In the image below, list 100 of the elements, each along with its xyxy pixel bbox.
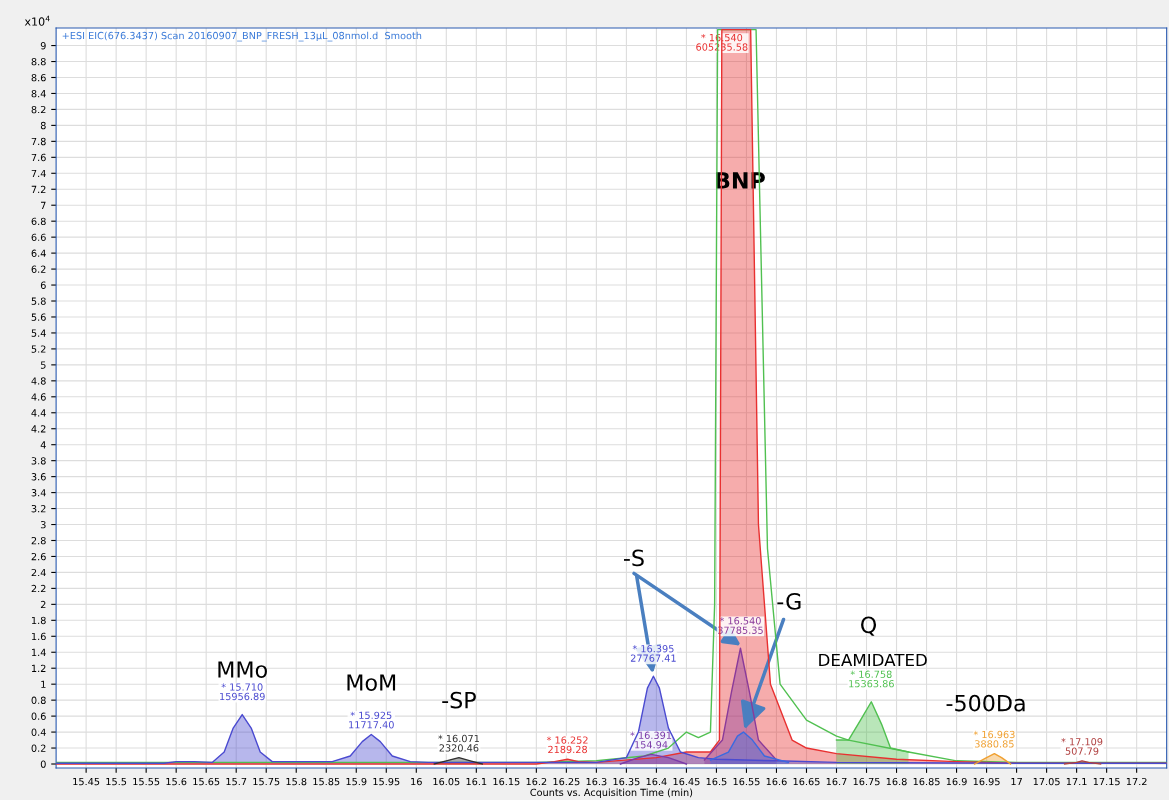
y-tick-label: 4.2 [31, 425, 46, 433]
annotation: -SP [442, 691, 476, 709]
y-tick-label: 8.8 [31, 58, 46, 66]
x-tick-label: 16.3 [586, 777, 607, 786]
y-tick-label: 9 [40, 42, 46, 50]
y-tick-label: 8.2 [31, 105, 46, 114]
x-tick-label: 17.15 [1093, 778, 1120, 786]
annotation: DEAMIDATED [819, 653, 927, 667]
x-tick-label: 15.75 [253, 778, 280, 786]
x-tick-label: 16.55 [733, 777, 760, 786]
y-tick-label: 1.2 [32, 664, 46, 672]
y-tick-label: 5 [40, 361, 46, 369]
y-tick-label: 5.8 [31, 297, 46, 305]
x-tick-label: 16.35 [613, 777, 640, 786]
x-tick-label: 16.2 [526, 777, 547, 786]
annotation: -S [623, 549, 644, 567]
data-label: * 16.252 2189.28 [546, 736, 588, 754]
y-tick-label: 6.4 [31, 249, 46, 257]
y-tick-label: 6 [40, 281, 46, 289]
y-tick-label: 7 [41, 201, 46, 209]
x-tick-label: 16.6 [766, 777, 787, 786]
y-tick-label: 7.2 [31, 185, 46, 193]
data-label: * 17.109 507.79 [1061, 738, 1103, 755]
x-tick-label: 16.65 [793, 777, 820, 786]
y-axis-title: x10$^{4}$ [24, 15, 50, 26]
x-tick-label: 16.75 [853, 777, 880, 786]
y-tick-label: 5.4 [31, 329, 46, 337]
y-tick-label: 2.4 [31, 568, 46, 577]
y-tick-label: 3.8 [31, 457, 46, 465]
y-tick-label: 5.6 [31, 313, 46, 321]
x-tick-label: 16.7 [826, 777, 847, 786]
y-tick-label: 4.8 [31, 377, 46, 385]
y-tick-label: 1.8 [32, 616, 46, 625]
y-tick-label: 2 [40, 600, 46, 609]
annotation: MMo [218, 661, 267, 678]
x-tick-label: 16.05 [433, 777, 460, 786]
y-tick-label: 0.2 [31, 744, 46, 752]
y-tick-label: 4 [40, 441, 46, 449]
x-axis-title: Counts vs. Acquisition Time (min) [530, 788, 693, 798]
x-tick-label: 15.5 [106, 778, 127, 786]
annotation: -G [777, 592, 801, 610]
x-tick-label: 16.25 [553, 777, 580, 786]
y-tick-label: 0.4 [31, 728, 46, 736]
y-tick-label: 7.4 [31, 169, 46, 177]
y-tick-label: 1.6 [32, 632, 46, 641]
x-tick-label: 15.95 [373, 777, 400, 786]
x-tick-label: 16.45 [673, 777, 700, 786]
x-tick-label: 16.85 [913, 777, 940, 786]
y-tick-label: 0.6 [31, 712, 46, 720]
x-tick-label: 16.5 [706, 777, 727, 786]
y-tick-label: 4.4 [31, 409, 46, 417]
y-tick-label: 7.6 [31, 153, 46, 162]
y-tick-label: 3 [40, 521, 46, 529]
data-label: * 15.710 15956.89 [220, 683, 265, 701]
data-label: * 16.395 27767.41 [630, 645, 676, 662]
x-tick-label: 17.1 [1066, 778, 1087, 786]
x-tick-label: 15.9 [346, 777, 367, 786]
y-tick-label: 0 [40, 760, 46, 768]
data-label: * 16.071 2320.46 [438, 734, 479, 752]
x-tick-label: 16.1 [466, 777, 487, 786]
y-tick-label: 5.2 [31, 345, 46, 353]
y-tick-label: 8 [40, 121, 46, 130]
y-tick-label: 6.8 [31, 217, 46, 226]
x-tick-label: 15.55 [133, 778, 160, 786]
data-label: * 16.391 154.94 [630, 731, 672, 749]
y-tick-label: 3.4 [31, 489, 46, 497]
y-tick-label: 2.6 [31, 552, 46, 561]
x-tick-label: 17.05 [1033, 777, 1060, 786]
x-tick-label: 15.65 [193, 777, 220, 786]
y-tick-label: 6.6 [31, 233, 46, 241]
data-label: * 15.925 11717.40 [349, 711, 394, 729]
x-tick-label: 15.85 [313, 777, 340, 786]
x-tick-label: 16.15 [493, 777, 520, 786]
data-label: * 16.963 3880.85 [973, 730, 1015, 748]
x-tick-label: 16.8 [886, 777, 907, 786]
x-tick-label: 16.95 [973, 777, 1000, 786]
x-tick-label: 17 [1011, 778, 1022, 786]
x-tick-label: 16.4 [646, 777, 667, 786]
x-tick-label: 17.2 [1126, 777, 1147, 786]
y-tick-label: 8.6 [31, 73, 46, 82]
x-tick-label: 15.6 [166, 777, 187, 786]
y-tick-label: 3.2 [31, 505, 46, 513]
chart-title: +ESI EIC(676.3437) Scan 20160907_BNP_FRESH_13µL_08nmol.d Smooth [62, 31, 422, 42]
annotation: Q [861, 616, 877, 636]
x-tick-label: 16 [411, 777, 422, 786]
x-tick-label: 16.9 [946, 777, 967, 786]
y-tick-label: 8.4 [31, 89, 46, 98]
x-tick-label: 15.8 [286, 777, 307, 786]
y-tick-label: 2.2 [31, 584, 46, 593]
x-tick-label: 15.45 [73, 778, 100, 786]
y-tick-label: 1 [41, 680, 46, 688]
data-label: * 16.758 15363.86 [849, 670, 894, 688]
y-tick-label: 2.8 [31, 536, 46, 545]
y-tick-label: 3.6 [31, 473, 46, 481]
annotation: MoM [347, 674, 396, 691]
x-tick-label: 15.7 [226, 778, 247, 786]
y-tick-label: 7.8 [31, 137, 46, 146]
y-tick-label: 4.6 [31, 393, 46, 401]
y-tick-label: 1.4 [32, 648, 46, 656]
annotation: -500Da [946, 694, 1025, 712]
